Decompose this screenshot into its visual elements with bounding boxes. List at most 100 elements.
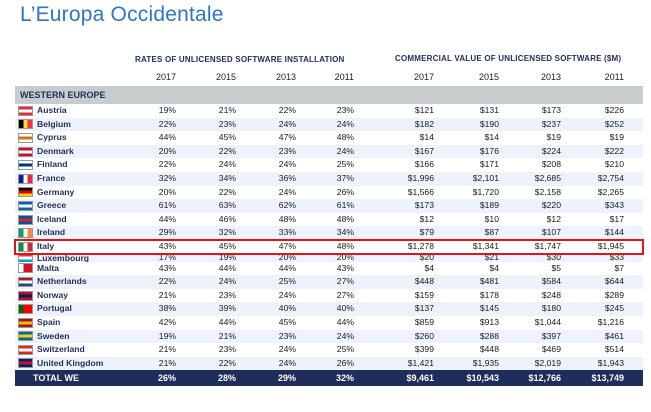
flag-icon (18, 304, 33, 315)
table-row: France 32% 34% 36% 37% $1,996 $2,101 $2,685 $2,7… (15, 171, 643, 186)
rate-cell: 24% (336, 118, 354, 129)
rate-cell: 22% (158, 276, 176, 287)
rate-cell: 34% (218, 172, 236, 183)
value-cell: $514 (604, 344, 624, 355)
table-row: Austria 19% 21% 22% 23% $121 $131 $173 $226 (15, 104, 643, 118)
rate-cell: 23% (278, 330, 296, 341)
rate-cell: 21% (218, 330, 236, 341)
value-cell: $167 (414, 145, 434, 156)
flag-icon (18, 214, 33, 225)
value-cell: $30 (546, 253, 561, 262)
country-name: Portugal (37, 303, 72, 314)
table-row: Greece 61% 63% 62% 61% $173 $189 $220 $343 (15, 199, 643, 213)
value-cell: $159 (414, 289, 434, 300)
flag-icon (18, 241, 33, 252)
rate-cell: 22% (218, 186, 236, 197)
value-cell: $19 (609, 132, 624, 143)
rates-header: RATES OF UNLICENSED SOFTWARE INSTALLATIO… (135, 55, 345, 64)
table-row: Belgium 22% 23% 24% 24% $182 $190 $237 $252 (15, 117, 643, 132)
software-table: RATES OF UNLICENSED SOFTWARE INSTALLATIO… (14, 52, 644, 387)
rate-cell: 26% (336, 357, 354, 368)
value-cell: $343 (604, 200, 624, 211)
rate-cell: 22% (218, 145, 236, 156)
rate-cell: 32% (158, 172, 176, 183)
country-cell: Portugal (15, 302, 120, 316)
value-cell: $180 (541, 303, 561, 314)
flag-icon (18, 344, 33, 355)
value-cell: $237 (541, 118, 561, 129)
value-cell: $171 (479, 159, 499, 170)
year-header: 2013 (275, 72, 296, 82)
rate-cell: 23% (218, 289, 236, 300)
value-cell: $1,566 (407, 186, 434, 197)
rate-cell: 39% (218, 303, 236, 314)
value-cell: $79 (419, 227, 434, 238)
value-cell: $14 (484, 132, 499, 143)
value-cell: $2,265 (597, 186, 624, 197)
total-cell: $13,749 (591, 373, 624, 384)
rate-cell: 22% (158, 118, 176, 129)
value-cell: $1,341 (472, 240, 499, 251)
rate-cell: 43% (336, 262, 354, 273)
rate-cell: 61% (158, 200, 176, 211)
rate-cell: 20% (158, 186, 176, 197)
flag-icon (18, 105, 33, 116)
rate-cell: 25% (336, 159, 354, 170)
rate-cell: 21% (158, 344, 176, 355)
table-row: Cyprus 44% 45% 47% 48% $14 $14 $19 $19 (15, 131, 643, 145)
country-name: Iceland (37, 213, 67, 224)
value-cell: $2,158 (534, 186, 561, 197)
country-cell: Norway (15, 289, 120, 303)
rate-cell: 25% (278, 276, 296, 287)
value-cell: $121 (414, 105, 434, 115)
flag-icon (18, 317, 33, 328)
year-header: 2011 (334, 72, 354, 82)
table-row: Luxembourg 17% 19% 20% 20% $20 $21 $30 $33 (15, 253, 643, 262)
table-row: Iceland 44% 46% 48% 48% $12 $10 $12 $17 (15, 213, 643, 227)
rate-cell: 20% (336, 253, 354, 262)
value-cell: $220 (541, 200, 561, 211)
value-cell: $448 (414, 276, 434, 287)
rate-cell: 42% (158, 316, 176, 327)
value-cell: $21 (484, 253, 499, 262)
total-row: TOTAL WE 26% 28% 29% 32% $9,461 $10,543 … (15, 370, 643, 387)
rate-cell: 34% (336, 227, 354, 238)
rate-cell: 44% (158, 132, 176, 143)
country-name: Germany (37, 186, 75, 197)
rate-cell: 24% (278, 159, 296, 170)
value-cell: $131 (479, 105, 499, 115)
country-name: Malta (37, 262, 59, 273)
value-cell: $399 (414, 344, 434, 355)
table-row: Netherlands 22% 24% 25% 27% $448 $481 $584 $644 (15, 275, 643, 289)
value-cell: $137 (414, 303, 434, 314)
country-cell: Malta (15, 262, 120, 276)
flag-icon (18, 228, 33, 239)
value-cell: $2,685 (534, 172, 561, 183)
rate-cell: 48% (278, 213, 296, 224)
rate-cell: 40% (278, 303, 296, 314)
rate-cell: 44% (278, 262, 296, 273)
value-cell: $1,216 (597, 316, 624, 327)
rate-cell: 24% (278, 344, 296, 355)
value-cell: $17 (609, 213, 624, 224)
table-row: United Kingdom 21% 22% 24% 26% $1,421 $1,935 $2… (15, 356, 643, 371)
rate-cell: 17% (158, 253, 176, 262)
table-row: Denmark 20% 22% 23% 24% $167 $176 $224 $222 (15, 144, 643, 159)
rate-cell: 23% (218, 344, 236, 355)
rate-cell: 62% (278, 200, 296, 211)
value-cell: $644 (604, 276, 624, 287)
rate-cell: 48% (336, 240, 354, 251)
flag-icon (18, 290, 33, 301)
rate-cell: 43% (158, 240, 176, 251)
value-cell: $173 (541, 105, 561, 115)
rate-cell: 40% (336, 303, 354, 314)
value-cell: $7 (614, 262, 624, 273)
rate-cell: 33% (278, 227, 296, 238)
value-cell: $189 (479, 200, 499, 211)
value-cell: $12 (419, 213, 434, 224)
value-cell: $584 (541, 276, 561, 287)
rate-cell: 32% (218, 227, 236, 238)
value-cell: $4 (424, 262, 434, 273)
value-cell: $288 (479, 330, 499, 341)
value-cell: $461 (604, 330, 624, 341)
